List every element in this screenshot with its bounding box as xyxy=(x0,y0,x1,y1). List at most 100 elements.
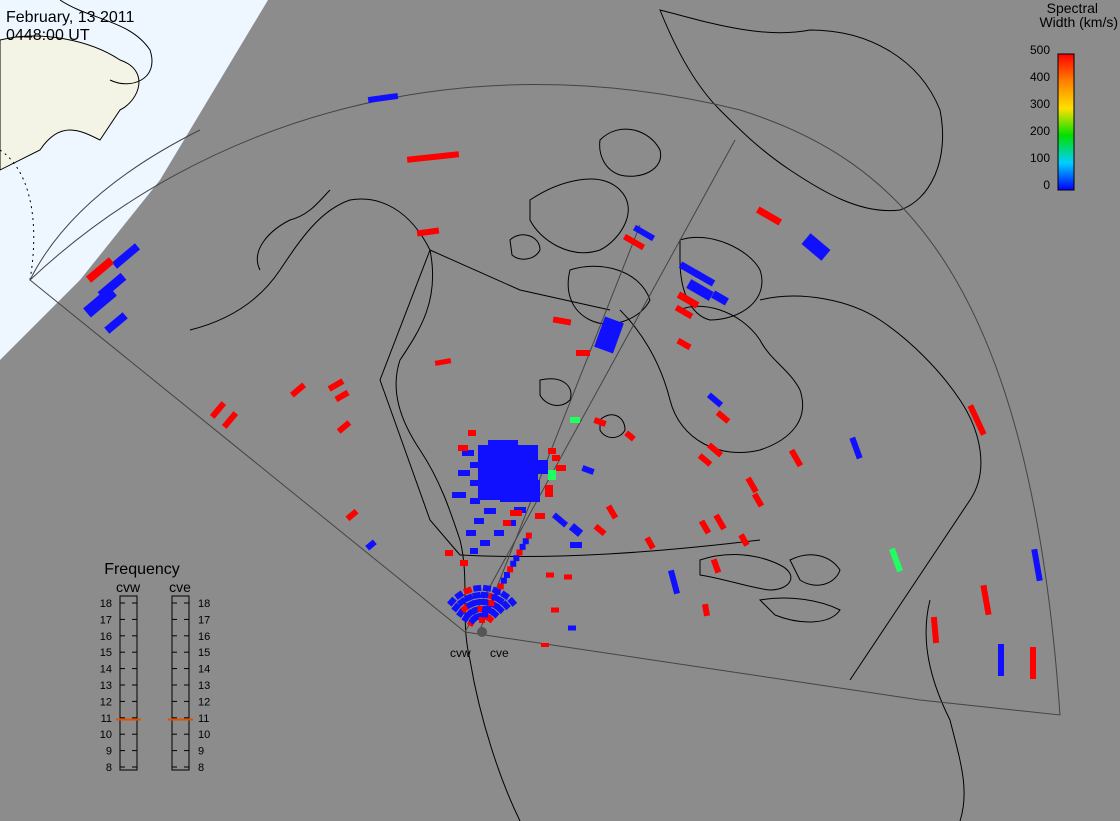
echo-cell xyxy=(510,560,517,567)
frequency-column-cve xyxy=(171,595,190,771)
coastlines xyxy=(189,9,982,821)
echo-cell xyxy=(507,596,518,607)
echo-cell xyxy=(479,617,485,623)
echo-cell xyxy=(967,404,987,436)
frequency-level-label-cve: 15 xyxy=(198,647,210,659)
echo-cell xyxy=(548,470,556,480)
echo-cell xyxy=(676,291,700,309)
echo-cell xyxy=(568,625,576,631)
echo-cell xyxy=(519,543,526,550)
echo-cell xyxy=(632,224,656,242)
frequency-level-label-cvw: 16 xyxy=(100,631,112,643)
echo-cell xyxy=(593,523,607,537)
echo-cell xyxy=(686,279,714,301)
echo-cell xyxy=(510,510,522,516)
colorbar-tick-200: 200 xyxy=(1030,124,1050,138)
echo-cell xyxy=(715,410,731,424)
echo-cell xyxy=(463,593,474,603)
echo-cell xyxy=(482,584,492,592)
echo-cell xyxy=(500,480,540,502)
echo-cell xyxy=(445,550,453,556)
daylight-region xyxy=(0,0,268,360)
frequency-level-label-cve: 18 xyxy=(198,598,210,610)
echo-cell xyxy=(667,569,681,595)
echo-cell xyxy=(485,605,492,612)
echo-cell xyxy=(622,233,646,251)
echo-cell xyxy=(334,389,350,403)
frequency-level-label-cve: 17 xyxy=(198,614,210,626)
echo-cell xyxy=(462,450,474,456)
radar-site-marker xyxy=(477,627,487,637)
frequency-level-label-cvw: 11 xyxy=(101,713,112,725)
colorbar: Spectral Width (km/s) 500 400 300 200 10… xyxy=(1030,0,1118,192)
colorbar-tick-0: 0 xyxy=(1043,178,1050,192)
echo-cell xyxy=(221,411,239,429)
frequency-level-label-cvw: 18 xyxy=(100,598,112,610)
echo-cell xyxy=(345,508,359,522)
field-of-view xyxy=(29,84,1061,716)
echo-cell xyxy=(503,520,511,526)
echo-cell xyxy=(454,590,465,600)
echo-cell xyxy=(111,243,141,269)
echo-cell xyxy=(472,591,481,600)
echo-cell xyxy=(504,572,510,578)
echo-cell xyxy=(365,539,377,551)
frequency-title: Frequency xyxy=(104,561,180,578)
echo-cell xyxy=(570,542,582,548)
frequency-col-cvw: cvw xyxy=(116,579,141,595)
colorbar-tick-100: 100 xyxy=(1030,151,1050,165)
date-label: February, 13 2011 xyxy=(6,9,134,26)
frequency-col-cve: cve xyxy=(169,579,191,595)
echo-cell xyxy=(593,417,607,427)
echo-cell xyxy=(480,591,489,599)
echo-cell xyxy=(336,420,352,434)
echo-cell xyxy=(434,358,452,366)
frequency-level-label-cve: 8 xyxy=(198,762,204,774)
echo-cell xyxy=(706,442,724,458)
echo-cell xyxy=(552,316,572,326)
frequency-level-label-cve: 16 xyxy=(198,631,210,643)
echo-cell xyxy=(406,151,460,163)
colorbar-tick-300: 300 xyxy=(1030,97,1050,111)
frequency-level-label-cve: 11 xyxy=(198,713,209,725)
boundaries xyxy=(379,249,761,558)
echo-cell xyxy=(551,607,559,613)
echo-cell xyxy=(327,378,345,392)
frequency-ticks: 18 18 17 17 16 16 15 15 14 14 13 13 12 12 11 11 10 10 9 9 8 8 xyxy=(100,598,211,774)
colorbar-title-line2: Width (km/s) xyxy=(1039,14,1118,30)
frequency-level-label-cve: 13 xyxy=(198,680,210,692)
echo-cell xyxy=(460,560,468,566)
time-label: 0448:00 UT xyxy=(6,27,90,44)
echo-cell xyxy=(491,594,498,601)
echo-cell xyxy=(458,470,470,476)
colorbar-title-line1: Spectral xyxy=(1047,0,1098,16)
frequency-level-label-cvw: 14 xyxy=(100,664,112,676)
echo-cell xyxy=(980,584,992,616)
echo-cell xyxy=(452,492,466,498)
frequency-level-label-cve: 14 xyxy=(198,664,210,676)
colorbar-tick-500: 500 xyxy=(1030,43,1050,57)
echo-cell xyxy=(494,588,501,595)
echo-cell xyxy=(513,555,520,562)
echo-cell xyxy=(480,540,490,546)
echo-cell xyxy=(289,382,307,398)
echo-cell xyxy=(576,350,590,356)
echo-cell xyxy=(711,290,729,306)
echo-cell xyxy=(1031,548,1043,582)
echo-cell xyxy=(624,430,636,442)
echo-cell xyxy=(466,530,476,536)
echo-cell xyxy=(468,430,476,436)
echo-cell xyxy=(104,312,128,334)
echo-cell xyxy=(494,604,505,615)
echo-cell xyxy=(85,257,115,283)
echo-cell xyxy=(494,530,504,536)
echo-cell xyxy=(209,401,227,419)
echo-cell xyxy=(801,233,831,261)
echo-cell xyxy=(581,465,595,475)
echo-cell xyxy=(674,304,694,320)
radar-label-cvw: cvw xyxy=(450,646,471,660)
echo-cell xyxy=(564,574,572,580)
echo-cell xyxy=(83,286,117,318)
frequency-level-label-cvw: 9 xyxy=(106,746,112,758)
